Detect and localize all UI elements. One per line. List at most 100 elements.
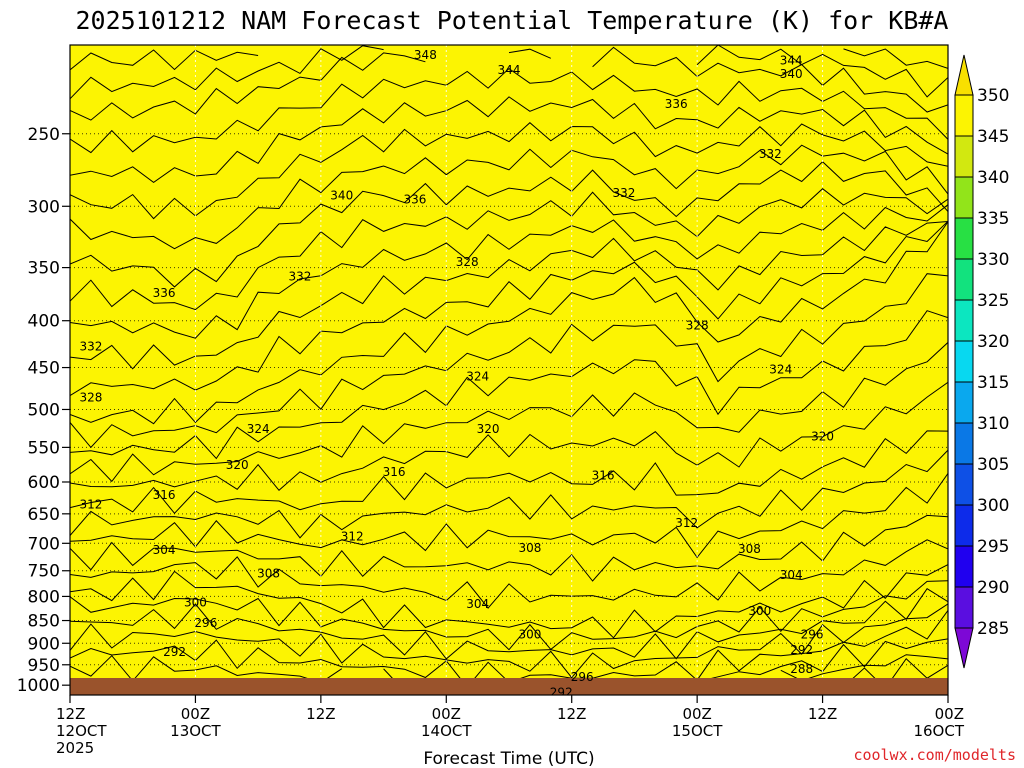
x-tick-label-24-line1: 12Z	[306, 705, 335, 723]
x-tick-label-12-line2: 13OCT	[170, 722, 221, 740]
contour-label-308: 308	[738, 542, 761, 556]
y-tick-label-700: 700	[28, 534, 60, 554]
contour-label-320: 320	[811, 429, 834, 443]
colorbar-box-345-350	[954, 94, 974, 137]
contour-label-332: 332	[613, 186, 636, 200]
contour-294	[70, 603, 948, 679]
contour-label-300: 300	[184, 595, 207, 609]
colorbar-box-340-345	[954, 135, 974, 178]
contour-label-340: 340	[330, 189, 353, 203]
y-tick-label-300: 300	[28, 197, 60, 217]
contour-312	[70, 381, 948, 492]
colorbar-label-340: 340	[977, 168, 1009, 188]
contour-320	[70, 221, 948, 425]
contour-296	[70, 588, 948, 660]
contour-label-328: 328	[456, 255, 479, 269]
y-tick-label-350: 350	[28, 259, 60, 279]
colorbar-label-350: 350	[977, 86, 1009, 106]
contour-306	[70, 473, 948, 559]
contour-label-292: 292	[550, 685, 573, 699]
colorbar-label-300: 300	[977, 496, 1009, 516]
contour-328	[70, 188, 948, 311]
colorbar-label-335: 335	[977, 209, 1009, 229]
y-tick-label-400: 400	[28, 312, 60, 332]
contour-344	[70, 48, 948, 71]
ground-surface	[70, 678, 948, 695]
x-tick-label-84-line1: 00Z	[935, 705, 964, 723]
pressure-axis: 2503003504004505005506006507007508008509…	[17, 125, 70, 696]
contour-322	[70, 220, 948, 397]
x-tick-label-0-line2: 12OCT	[56, 722, 107, 740]
colorbar-label-295: 295	[977, 537, 1009, 557]
contour-label-312: 312	[675, 516, 698, 530]
plot-frame	[69, 44, 949, 696]
contour-label-300: 300	[748, 604, 771, 618]
contour-label-328: 328	[79, 390, 102, 404]
y-tick-label-600: 600	[28, 473, 60, 493]
contour-330	[70, 161, 948, 288]
colorbar-bottom-arrow	[954, 627, 974, 669]
contour-label-348: 348	[414, 48, 437, 62]
contour-label-312: 312	[341, 529, 364, 543]
y-tick-label-950: 950	[28, 656, 60, 676]
colorbar-label-330: 330	[977, 250, 1009, 270]
colorbar-box-290-295	[954, 545, 974, 588]
color-band-345-350	[70, 45, 948, 695]
y-tick-label-250: 250	[28, 125, 60, 145]
contour-314	[70, 342, 948, 483]
contour-label-304: 304	[466, 597, 489, 611]
colorbar-box-315-320	[954, 340, 974, 383]
contour-342	[70, 45, 948, 100]
colorbar-label-290: 290	[977, 578, 1009, 598]
x-tick-label-84-line2: 16OCT	[913, 722, 964, 740]
grid-lines	[70, 45, 948, 695]
contour-label-320: 320	[226, 458, 249, 472]
contour-label-312: 312	[79, 498, 102, 512]
colorbar: 285 290 295 300 305 310 315 320 325 330 335 340 345 3…	[954, 54, 1009, 669]
contour-label-296: 296	[194, 616, 217, 630]
y-tick-label-900: 900	[28, 634, 60, 654]
contour-318	[70, 273, 948, 449]
chart-title: 2025101212 NAM Forecast Potential Temper…	[76, 6, 949, 35]
contour-label-304: 304	[153, 543, 176, 557]
contour-label-308: 308	[518, 541, 541, 555]
y-tick-label-800: 800	[28, 587, 60, 607]
contour-label-324: 324	[466, 369, 489, 383]
y-tick-label-550: 550	[28, 438, 60, 458]
contour-label-300: 300	[518, 627, 541, 641]
contour-label-296: 296	[571, 670, 594, 684]
colorbar-label-310: 310	[977, 414, 1009, 434]
contour-label-296: 296	[801, 627, 824, 641]
contour-302	[70, 539, 948, 609]
contour-316	[70, 310, 948, 460]
contour-label-340: 340	[780, 67, 803, 81]
contour-298	[70, 580, 948, 651]
contour-334	[70, 122, 948, 220]
contour-304	[70, 514, 948, 582]
colorbar-box-335-340	[954, 176, 974, 219]
contour-label-292: 292	[163, 645, 186, 659]
contour-label-332: 332	[759, 147, 782, 161]
colorbar-box-325-330	[954, 258, 974, 301]
x-tick-label-72-line1: 12Z	[808, 705, 837, 723]
contour-310	[70, 430, 948, 515]
colorbar-label-315: 315	[977, 373, 1009, 393]
y-tick-label-650: 650	[28, 505, 60, 525]
x-tick-label-48-line1: 12Z	[557, 705, 586, 723]
colorbar-label-325: 325	[977, 291, 1009, 311]
colorbar-box-320-325	[954, 299, 974, 342]
contour-label-316: 316	[153, 488, 176, 502]
colorbar-label-285: 285	[977, 619, 1009, 639]
colorbar-label-320: 320	[977, 332, 1009, 352]
colorbar-box-310-315	[954, 381, 974, 424]
y-tick-label-850: 850	[28, 612, 60, 632]
contour-332	[70, 144, 948, 250]
contour-324	[70, 221, 948, 370]
contour-label-336: 336	[153, 286, 176, 300]
contour-label-328: 328	[686, 319, 709, 333]
contour-label-320: 320	[477, 422, 500, 436]
contour-label-316: 316	[592, 468, 615, 482]
y-tick-label-750: 750	[28, 562, 60, 582]
contour-label-316: 316	[383, 465, 406, 479]
